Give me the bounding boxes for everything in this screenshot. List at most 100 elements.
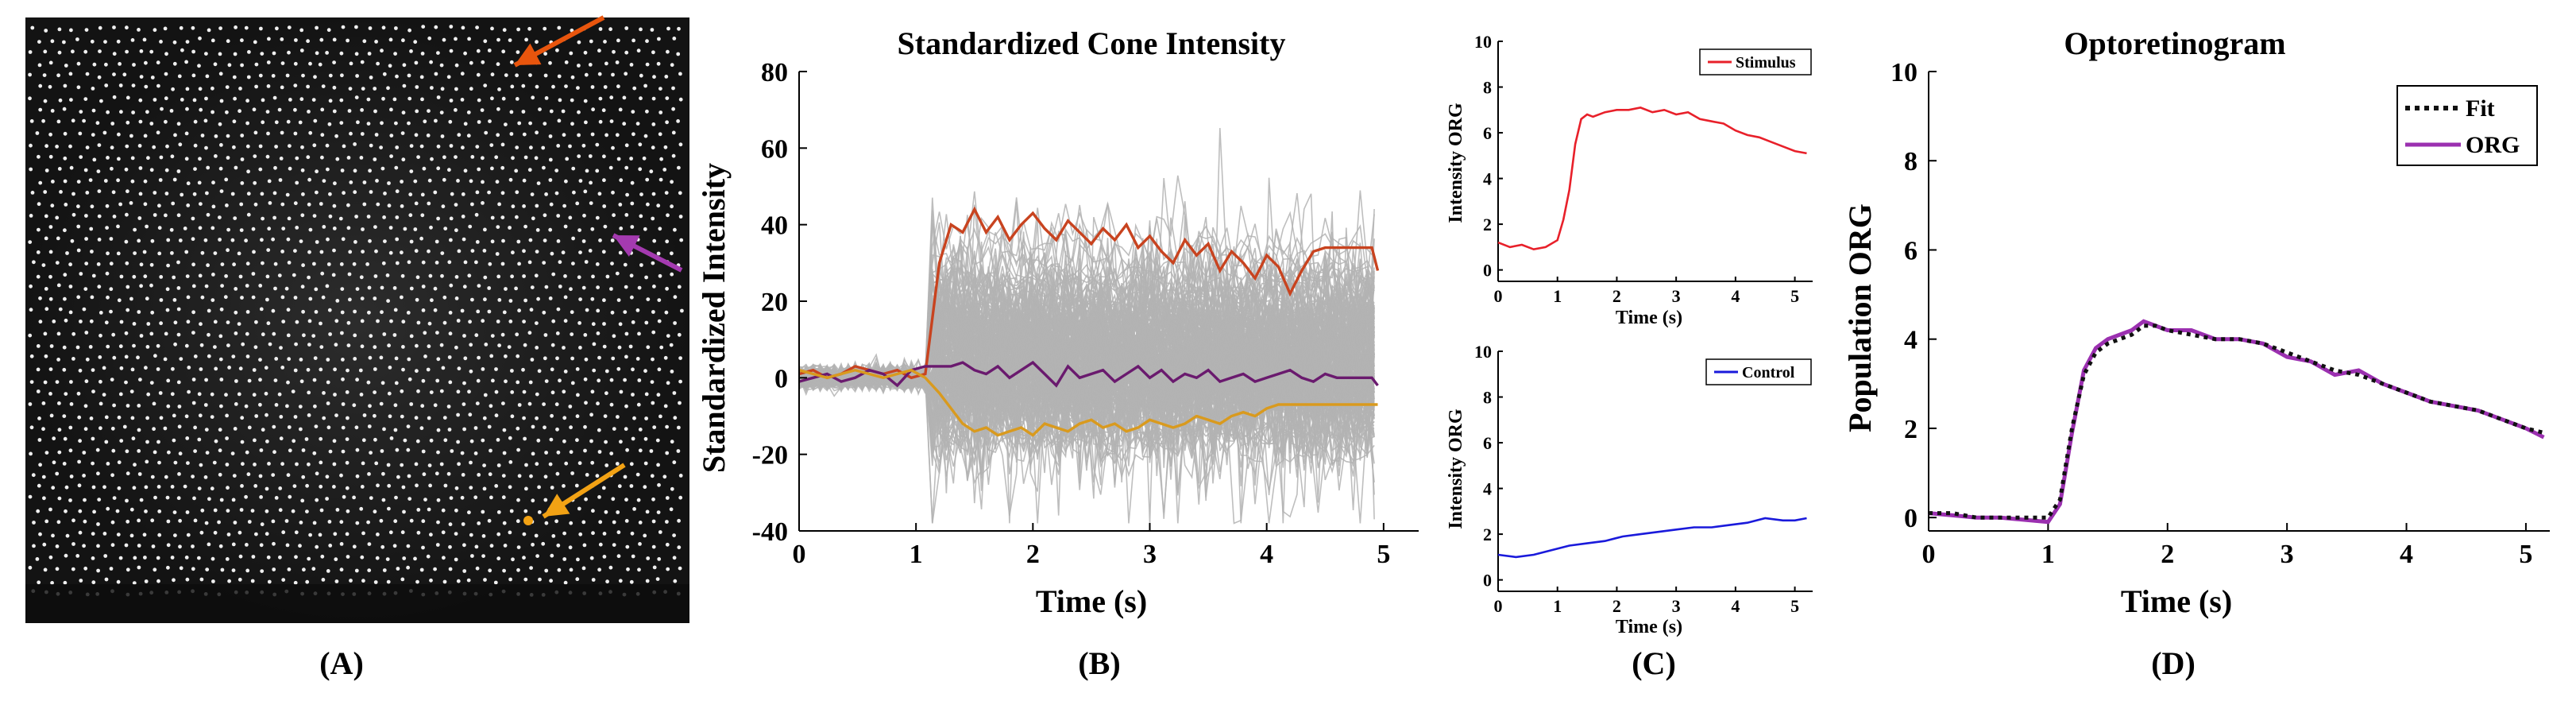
- cone-dot: [288, 448, 292, 453]
- cone-dot: [28, 565, 33, 570]
- cone-dot: [430, 86, 434, 90]
- cone-dot: [204, 96, 208, 101]
- cone-dot: [467, 389, 471, 394]
- cone-dot: [481, 438, 485, 443]
- cone-dot: [630, 531, 635, 536]
- cone-dot: [293, 580, 298, 585]
- cone-dot: [102, 393, 106, 397]
- cone-dot: [581, 239, 586, 243]
- cone-dot: [299, 97, 304, 102]
- cone-dot: [64, 64, 68, 68]
- cone-dot: [225, 436, 229, 440]
- cone-dot: [568, 215, 573, 220]
- cone-dot: [373, 274, 378, 278]
- cone-dot: [346, 38, 350, 43]
- cone-dot: [469, 486, 473, 490]
- cone-dot: [76, 224, 81, 229]
- cone-dot: [562, 346, 566, 350]
- cone-dot: [260, 52, 265, 56]
- cone-dot: [665, 96, 670, 100]
- cone-dot: [597, 378, 601, 383]
- cone-dot: [624, 519, 629, 523]
- cone-dot: [595, 168, 600, 173]
- cone-dot: [285, 73, 290, 78]
- cone-dot: [300, 285, 305, 289]
- cone-dot: [352, 403, 357, 408]
- cone-dot: [400, 131, 405, 136]
- cone-dot: [449, 496, 454, 500]
- cone-dot: [544, 96, 549, 100]
- cone-dot: [251, 555, 256, 559]
- cone-dot: [238, 87, 242, 91]
- cone-dot: [96, 471, 100, 476]
- cone-dot: [152, 401, 156, 406]
- cone-dot: [265, 440, 269, 443]
- cone-dot: [550, 486, 554, 490]
- retina-glow: [25, 17, 689, 623]
- cone-dot: [446, 405, 451, 409]
- cone-dot: [469, 369, 473, 374]
- cone-dot: [247, 50, 251, 54]
- cone-dot: [341, 402, 346, 406]
- cone-dot: [449, 216, 454, 221]
- cone-dot: [43, 380, 48, 385]
- cone-dot: [159, 155, 164, 160]
- cone-dot: [137, 144, 142, 148]
- cone-dot: [169, 227, 174, 232]
- cone-dot: [253, 40, 257, 45]
- cone-dot: [429, 225, 433, 230]
- cone-dot: [254, 532, 258, 536]
- cone-dot: [440, 273, 444, 278]
- cone-dot: [652, 238, 657, 243]
- cone-dot: [69, 165, 74, 170]
- cone-dot: [501, 401, 505, 405]
- cone-dot: [495, 180, 500, 184]
- cone-dot: [481, 180, 485, 184]
- cone-dot: [44, 354, 48, 358]
- cone-dot: [144, 485, 149, 490]
- cone-dot: [131, 436, 136, 441]
- cone-dot: [319, 202, 323, 206]
- cone-dot: [293, 131, 298, 136]
- cone-dot: [394, 495, 398, 500]
- cone-dot: [531, 542, 535, 547]
- cone-dot: [348, 297, 352, 302]
- cone-dot: [603, 85, 608, 89]
- cone-dot: [153, 450, 157, 455]
- cone-dot: [83, 427, 88, 432]
- cone-dot: [563, 295, 568, 300]
- cone-dot: [150, 76, 155, 79]
- cone-dot: [373, 157, 377, 161]
- cone-dot: [542, 165, 546, 170]
- cone-dot: [635, 472, 640, 477]
- cone-dot: [541, 541, 546, 546]
- cone-dot: [638, 142, 643, 147]
- cone-dot: [176, 169, 181, 173]
- cone-dot: [665, 286, 669, 291]
- cone-dot: [610, 261, 614, 265]
- cone-dot: [529, 145, 533, 150]
- cone-dot: [441, 366, 446, 370]
- cone-dot: [632, 86, 637, 91]
- cone-dot: [43, 99, 48, 103]
- cone-dot: [393, 428, 398, 432]
- cone-dot: [650, 28, 655, 32]
- cone-dot: [604, 463, 609, 467]
- cone-dot: [623, 310, 628, 314]
- cone-dot: [29, 380, 34, 384]
- cone-dot: [403, 227, 407, 231]
- cone-dot: [558, 285, 562, 289]
- cone-dot: [421, 449, 426, 454]
- cone-dot: [470, 202, 474, 207]
- cone-dot: [429, 533, 433, 537]
- cone-dot: [125, 25, 129, 30]
- cone-dot: [184, 556, 189, 560]
- cone-dot: [676, 52, 681, 56]
- cone-dot: [481, 60, 485, 64]
- cone-dot: [569, 425, 573, 430]
- cone-dot: [286, 308, 291, 312]
- cone-dot: [508, 177, 513, 182]
- cone-dot: [328, 73, 333, 78]
- chart-c1-ytick-label: 10: [1474, 32, 1492, 52]
- cone-dot: [156, 485, 161, 489]
